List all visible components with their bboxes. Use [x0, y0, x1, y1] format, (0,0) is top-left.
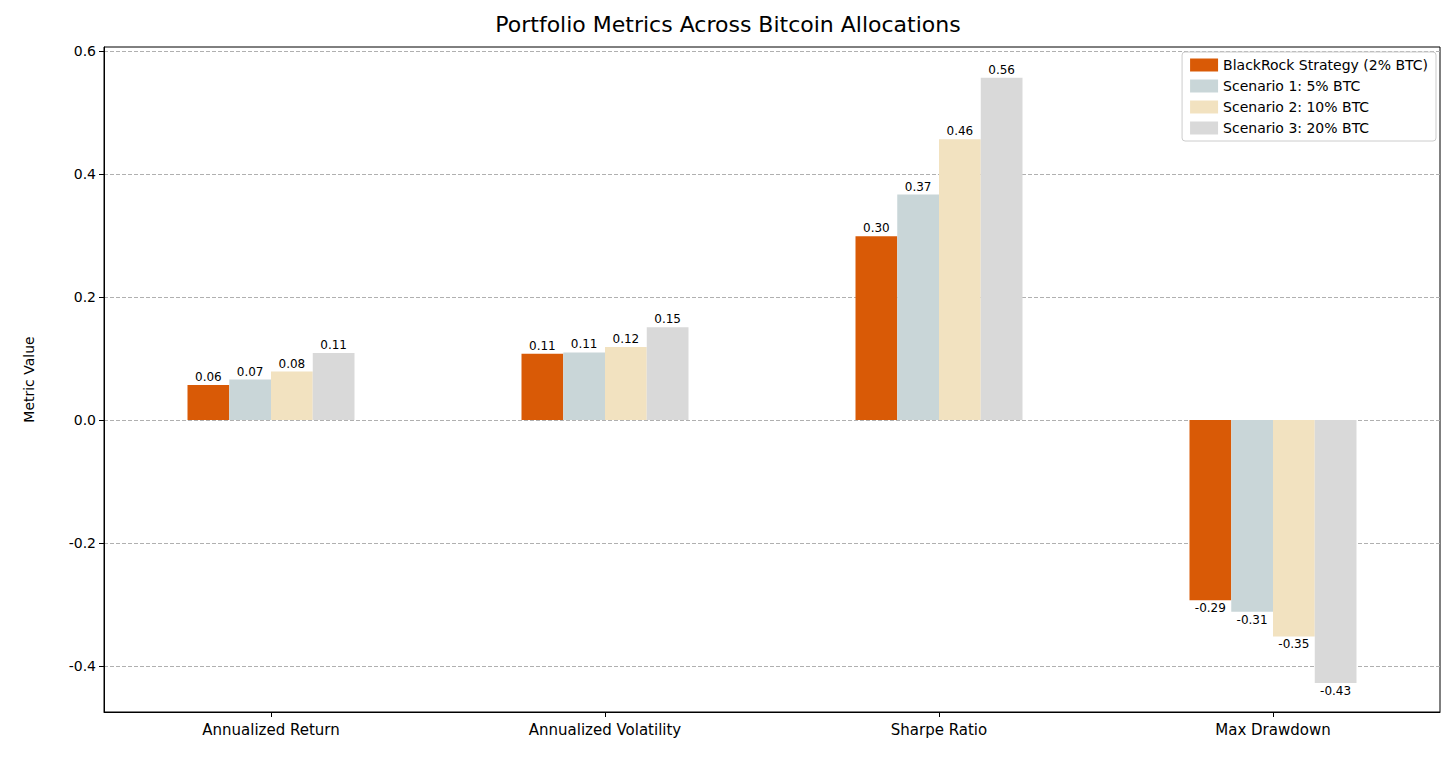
svg-text:0.0: 0.0	[74, 412, 96, 428]
svg-text:-0.2: -0.2	[69, 535, 96, 551]
svg-text:0.4: 0.4	[74, 166, 96, 182]
svg-text:0.2: 0.2	[74, 289, 96, 305]
svg-text:Scenario 1: 5% BTC: Scenario 1: 5% BTC	[1223, 78, 1360, 94]
svg-text:0.37: 0.37	[905, 180, 932, 194]
svg-text:0.06: 0.06	[195, 370, 222, 384]
svg-text:Scenario 2: 10% BTC: Scenario 2: 10% BTC	[1223, 99, 1369, 115]
svg-text:-0.31: -0.31	[1237, 613, 1268, 627]
svg-text:0.11: 0.11	[571, 337, 598, 351]
svg-text:0.07: 0.07	[237, 365, 264, 379]
svg-text:Sharpe Ratio: Sharpe Ratio	[891, 721, 987, 739]
svg-text:0.6: 0.6	[74, 43, 96, 59]
svg-text:0.15: 0.15	[654, 312, 681, 326]
svg-text:Portfolio Metrics Across Bitco: Portfolio Metrics Across Bitcoin Allocat…	[495, 12, 960, 37]
svg-text:0.56: 0.56	[988, 63, 1015, 77]
svg-text:-0.4: -0.4	[69, 658, 96, 674]
svg-text:Annualized Volatility: Annualized Volatility	[529, 721, 682, 739]
svg-text:-0.43: -0.43	[1320, 684, 1351, 698]
svg-text:0.08: 0.08	[279, 357, 306, 371]
svg-text:Scenario 3: 20% BTC: Scenario 3: 20% BTC	[1223, 120, 1369, 136]
svg-text:Max Drawdown: Max Drawdown	[1215, 721, 1330, 739]
svg-text:0.12: 0.12	[613, 332, 640, 346]
svg-text:Metric Value: Metric Value	[21, 336, 37, 422]
svg-text:BlackRock Strategy (2% BTC): BlackRock Strategy (2% BTC)	[1223, 57, 1428, 73]
svg-text:Annualized Return: Annualized Return	[202, 721, 339, 739]
svg-text:-0.35: -0.35	[1278, 637, 1309, 651]
svg-text:-0.29: -0.29	[1195, 601, 1226, 615]
svg-text:0.11: 0.11	[529, 339, 556, 353]
svg-text:0.46: 0.46	[947, 124, 974, 138]
svg-text:0.30: 0.30	[863, 221, 890, 235]
svg-text:0.11: 0.11	[320, 338, 347, 352]
